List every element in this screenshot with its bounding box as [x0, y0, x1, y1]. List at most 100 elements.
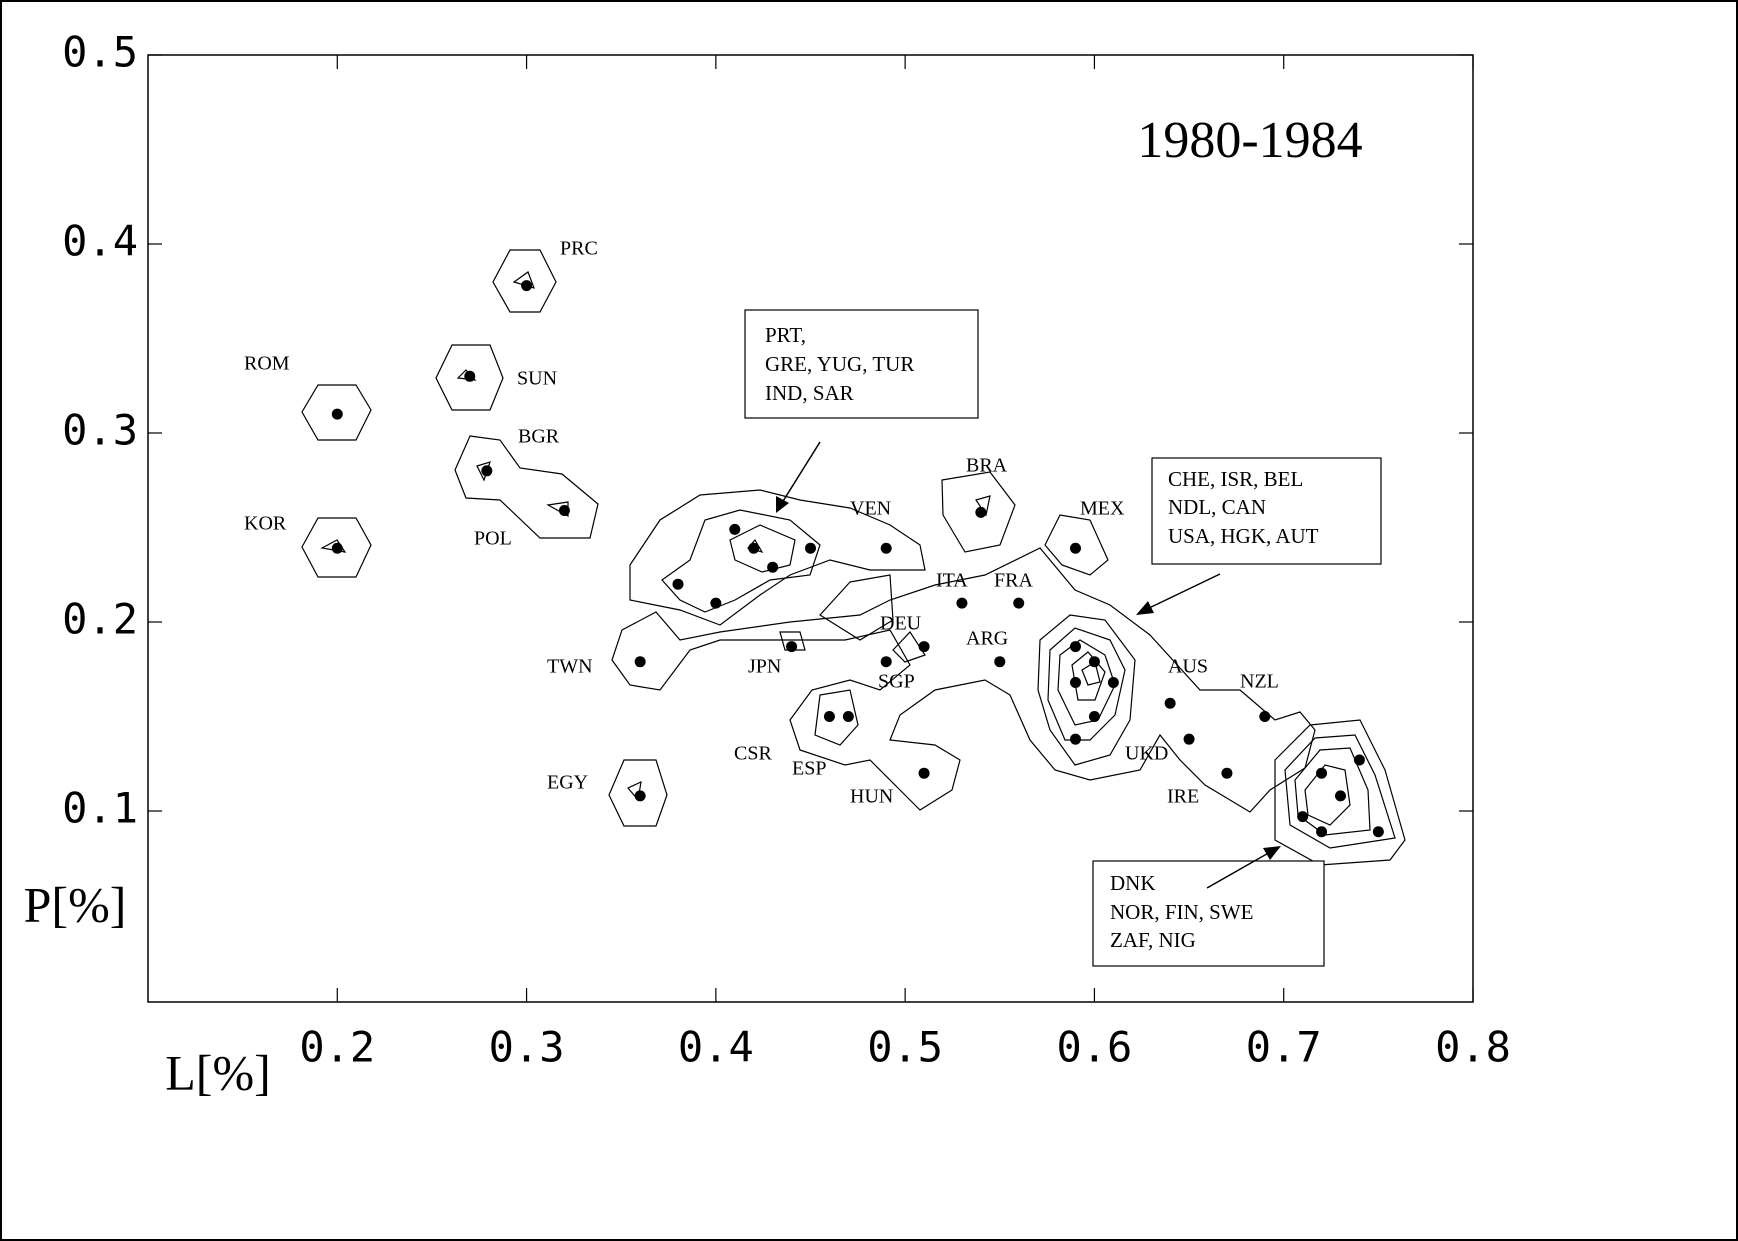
y-tick-label: 0.3: [62, 406, 138, 455]
contour: [814, 689, 859, 746]
data-point: [1316, 767, 1328, 779]
data-point: [1335, 790, 1346, 802]
country-label: BRA: [966, 455, 1008, 477]
data-point: [748, 542, 760, 554]
contour: [1037, 614, 1136, 766]
annotation-boxes: PRT, GRE, YUG, TUR IND, SAR CHE, ISR, BE…: [744, 309, 1382, 967]
contour: [819, 574, 894, 641]
y-axis-label: P[%]: [24, 876, 127, 932]
data-point: [1164, 697, 1176, 709]
country-label: MEX: [1080, 498, 1125, 520]
country-label: KOR: [244, 513, 287, 535]
data-point: [918, 767, 930, 779]
country-label: ARG: [966, 628, 1008, 650]
annotation-box: [744, 309, 979, 419]
country-label: AUS: [1168, 656, 1208, 678]
contour: [1057, 639, 1116, 726]
contour: [611, 547, 1316, 813]
contour: [1044, 514, 1109, 576]
contour: [608, 759, 668, 827]
data-point: [786, 641, 798, 653]
chart-title: 1980-1984: [1137, 112, 1362, 169]
country-label: JPN: [748, 656, 781, 678]
country-label: TWN: [547, 656, 593, 678]
contour: [729, 524, 796, 573]
country-label: PRC: [560, 238, 598, 260]
data-point: [1297, 811, 1309, 823]
y-tick-label: 0.5: [62, 28, 138, 77]
y-tick-label: 0.2: [62, 595, 138, 644]
country-label: BGR: [518, 426, 560, 448]
data-point: [975, 506, 987, 518]
arrow-head: [776, 496, 789, 513]
x-tick-label: 0.2: [299, 1023, 375, 1072]
data-point: [1013, 597, 1025, 609]
x-tick-label: 0.3: [489, 1023, 565, 1072]
country-label: SGP: [878, 671, 915, 693]
data-point: [1088, 711, 1100, 722]
data-point: [1070, 676, 1081, 688]
country-label: POL: [474, 528, 512, 550]
annotation-text: ZAF, NIG: [1110, 928, 1196, 952]
contour: [301, 384, 372, 441]
y-tick-label: 0.4: [62, 217, 138, 266]
annotation-text: USA, HGK, AUT: [1168, 524, 1319, 548]
contour: [629, 489, 926, 626]
contour: [1047, 627, 1126, 741]
x-axis-label: L[%]: [165, 1044, 271, 1100]
country-label: SUN: [517, 368, 557, 390]
data-point: [823, 711, 835, 722]
arrow: [1206, 850, 1273, 889]
contour: [1284, 734, 1396, 849]
data-point: [1088, 656, 1100, 668]
data-point: [1070, 733, 1081, 745]
annotation-text: NDL, CAN: [1168, 495, 1266, 519]
data-point: [1107, 676, 1119, 688]
country-label: NZL: [1240, 671, 1279, 693]
data-point: [729, 523, 741, 535]
data-point: [1259, 711, 1271, 722]
data-point: [331, 542, 343, 554]
annotation-text: IND, SAR: [765, 381, 854, 405]
country-label: IRE: [1167, 786, 1199, 808]
plot-frame: [147, 54, 1474, 1003]
country-labels: ROM PRC SUN BGR KOR POL TWN EGY JPN CSR …: [244, 238, 1279, 808]
data-point: [767, 561, 779, 573]
data-point: [558, 504, 570, 516]
data-point: [481, 465, 493, 477]
country-label: EGY: [547, 772, 588, 794]
contour: [779, 631, 806, 651]
data-point: [331, 408, 343, 420]
annotation-text: PRT,: [765, 323, 806, 347]
country-label: HUN: [850, 786, 893, 808]
annotation-box: [1092, 860, 1325, 967]
x-tick-label: 0.5: [867, 1023, 943, 1072]
annotation-text: CHE, ISR, BEL: [1168, 467, 1303, 491]
data-point: [805, 542, 816, 554]
country-label: UKD: [1125, 743, 1168, 765]
y-tick-label: 0.1: [62, 784, 138, 833]
annotation-text: GRE, YUG, TUR: [765, 352, 914, 376]
data-point: [1372, 826, 1384, 838]
data-point: [956, 597, 968, 609]
x-tick-label: 0.4: [678, 1023, 754, 1072]
x-tick-label: 0.7: [1246, 1023, 1322, 1072]
data-point: [842, 711, 854, 722]
country-label: VEN: [850, 498, 891, 520]
data-point: [918, 641, 930, 653]
data-point: [464, 370, 476, 382]
contour: [454, 435, 599, 539]
data-point: [1353, 754, 1365, 766]
arrow: [779, 441, 821, 507]
data-point: [521, 280, 533, 292]
contour: [941, 471, 1016, 553]
country-label: DEU: [880, 613, 922, 635]
country-label: ROM: [244, 353, 290, 375]
data-point: [634, 790, 646, 802]
data-point: [634, 656, 646, 668]
contour: [301, 517, 372, 578]
annotation-text: NOR, FIN, SWE: [1110, 900, 1254, 924]
data-point: [672, 578, 684, 590]
